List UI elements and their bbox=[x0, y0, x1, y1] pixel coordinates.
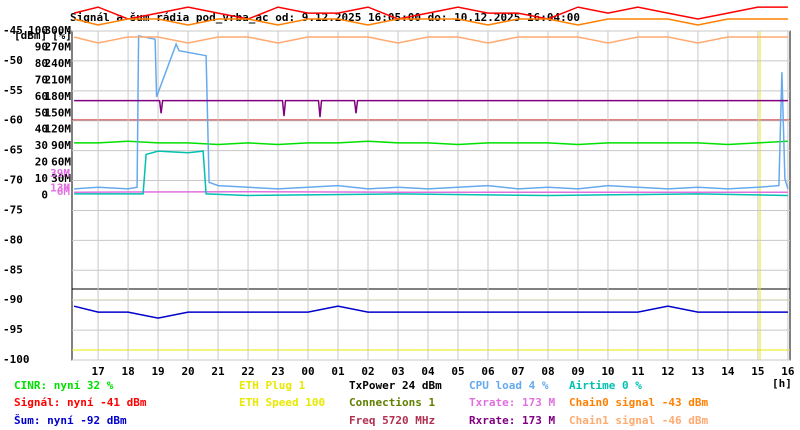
rate-marker: 6M bbox=[57, 185, 71, 198]
x-tick-label: 12 bbox=[661, 365, 674, 378]
y2-tick-label: 80 bbox=[35, 57, 48, 70]
x-axis-label: [h] bbox=[772, 377, 792, 390]
series-line bbox=[73, 6, 788, 20]
y-tick-label: -50 bbox=[3, 54, 23, 67]
legend-entry: Chain0 signal -43 dBm bbox=[569, 396, 708, 409]
x-tick-label: 22 bbox=[241, 365, 254, 378]
series-line bbox=[73, 305, 788, 319]
x-tick-label: 21 bbox=[211, 365, 225, 378]
series-line bbox=[74, 140, 788, 146]
chart-title: Signál a šum rádia pod_vrba_ac od: 9.12.… bbox=[70, 11, 580, 24]
y2-tick-label: 10 bbox=[35, 172, 48, 185]
y3-tick-label: 240M bbox=[45, 57, 72, 70]
y2-tick-label: 20 bbox=[35, 156, 48, 169]
x-tick-label: 08 bbox=[541, 365, 554, 378]
y3-tick-label: 300M bbox=[45, 24, 72, 37]
y-tick-label: -45 bbox=[3, 24, 23, 37]
legend-entry: Txrate: 173 M bbox=[469, 396, 555, 409]
info-entry: Connections 1 bbox=[349, 396, 435, 409]
x-tick-label: 20 bbox=[181, 365, 194, 378]
y2-tick-label: 90 bbox=[35, 40, 48, 53]
rate-marker: 39M bbox=[50, 167, 70, 180]
legend-entry: Airtime 0 % bbox=[569, 379, 642, 392]
x-tick-label: 10 bbox=[601, 365, 614, 378]
y-tick-label: -65 bbox=[3, 144, 23, 157]
legend-entry: CINR: nyní 32 % bbox=[14, 379, 114, 392]
y3-tick-label: 30M bbox=[51, 172, 71, 185]
y-tick-label: -75 bbox=[3, 203, 23, 216]
y2-tick-label: 40 bbox=[35, 123, 48, 136]
x-tick-label: 18 bbox=[121, 365, 134, 378]
series-line bbox=[73, 18, 788, 26]
y-tick-label: -90 bbox=[3, 293, 23, 306]
info-entry: ETH Speed 100 bbox=[239, 396, 325, 409]
y2-tick-label: 100 bbox=[28, 24, 48, 37]
y-tick-label: -70 bbox=[3, 174, 23, 187]
y-axis-label: [dBm] bbox=[14, 29, 47, 42]
legend-entry: Šum: nyní -92 dBm bbox=[14, 414, 127, 427]
x-tick-label: 15 bbox=[751, 365, 764, 378]
x-tick-label: 04 bbox=[421, 365, 435, 378]
info-entry: ETH Plug 1 bbox=[239, 379, 306, 392]
x-tick-label: 00 bbox=[301, 365, 314, 378]
info-entry: Freq 5720 MHz bbox=[349, 414, 435, 427]
series-line bbox=[73, 36, 788, 44]
y3-tick-label: 210M bbox=[45, 73, 72, 86]
x-tick-label: 17 bbox=[91, 365, 104, 378]
y2-tick-label: 70 bbox=[35, 73, 48, 86]
y3-tick-label: 180M bbox=[45, 90, 72, 103]
y-tick-label: -100 bbox=[3, 353, 30, 366]
y2-tick-label: 50 bbox=[35, 106, 48, 119]
y2-tick-label: 30 bbox=[35, 139, 48, 152]
rate-marker: 13M bbox=[50, 181, 70, 194]
x-tick-label: 05 bbox=[451, 365, 464, 378]
x-tick-label: 02 bbox=[361, 365, 374, 378]
y3-tick-label: 270M bbox=[45, 40, 72, 53]
y-tick-label: -55 bbox=[3, 84, 23, 97]
y2-axis-label: [%] bbox=[52, 29, 72, 42]
y2-tick-label: 0 bbox=[41, 189, 48, 202]
x-tick-label: 07 bbox=[511, 365, 524, 378]
x-tick-label: 09 bbox=[571, 365, 584, 378]
info-entry: TxPower 24 dBm bbox=[349, 379, 442, 392]
x-tick-label: 16 bbox=[781, 365, 795, 378]
series-line bbox=[74, 99, 788, 118]
y2-tick-label: 60 bbox=[35, 90, 48, 103]
series-line bbox=[74, 190, 788, 193]
y3-tick-label: 120M bbox=[45, 123, 72, 136]
y3-tick-label: 150M bbox=[45, 106, 72, 119]
y-tick-label: -85 bbox=[3, 263, 23, 276]
legend-entry: Chain1 signal -46 dBm bbox=[569, 414, 708, 427]
y-tick-label: -60 bbox=[3, 114, 23, 127]
y3-tick-label: 90M bbox=[51, 139, 71, 152]
x-tick-label: 03 bbox=[391, 365, 404, 378]
series-line bbox=[74, 150, 788, 197]
x-tick-label: 13 bbox=[691, 365, 704, 378]
y-tick-label: -95 bbox=[3, 323, 23, 336]
legend-entry: Signál: nyní -41 dBm bbox=[14, 396, 147, 409]
y3-tick-label: 60M bbox=[51, 156, 71, 169]
x-tick-label: 19 bbox=[151, 365, 164, 378]
plot-area bbox=[71, 30, 791, 361]
x-tick-label: 06 bbox=[481, 365, 495, 378]
legend-entry: CPU load 4 % bbox=[469, 379, 549, 392]
y-tick-label: -80 bbox=[3, 233, 23, 246]
series-line bbox=[74, 34, 789, 190]
legend-entry: Rxrate: 173 M bbox=[469, 414, 555, 427]
x-tick-label: 11 bbox=[631, 365, 645, 378]
x-tick-label: 14 bbox=[721, 365, 735, 378]
x-tick-label: 01 bbox=[331, 365, 345, 378]
x-tick-label: 23 bbox=[271, 365, 284, 378]
